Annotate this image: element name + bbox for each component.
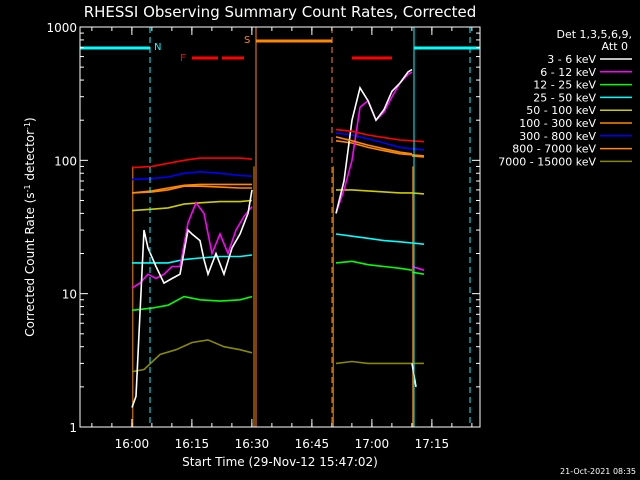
x-tick-label-1: 16:15 <box>175 437 210 451</box>
x-tick-label-5: 17:15 <box>415 437 450 451</box>
y-tick-label-3: 1000 <box>46 21 77 35</box>
legend-label-5: 100 - 300 keV <box>519 117 596 130</box>
legend-header-attenuator: Att 0 <box>602 40 628 53</box>
legend-label-0: 3 - 6 keV <box>547 53 596 66</box>
y-axis-label-sup2: -1 <box>23 122 32 130</box>
timestamp: 21-Oct-2021 08:35 <box>560 467 636 476</box>
x-tick-label-2: 16:30 <box>235 437 270 451</box>
series-8-segment-1 <box>335 360 412 365</box>
x-tick-label-0: 16:00 <box>115 437 150 451</box>
y-tick-label-2: 100 <box>54 154 77 168</box>
series-red-segment-0 <box>131 157 253 169</box>
y-axis-label-end: ) <box>23 117 37 122</box>
marker-layer: N S F <box>80 27 480 427</box>
y-axis-label: Corrected Count Rate (s-1 detector-1) <box>23 117 38 336</box>
legend-label-1: 6 - 12 keV <box>540 66 596 79</box>
plot-frame <box>79 26 481 428</box>
series-2-segment-0 <box>131 295 253 312</box>
series-5-segment-1 <box>335 136 413 155</box>
series-6-segment-0 <box>131 170 253 181</box>
legend-label-7: 800 - 7000 keV <box>512 143 596 156</box>
y-axis: 1 10 100 1000 <box>46 21 480 435</box>
chart-title: RHESSI Observing Summary Count Rates, Co… <box>84 3 477 21</box>
y-tick-label-1: 10 <box>62 288 77 302</box>
series-8-segment-0 <box>131 339 253 373</box>
x-tick-label-3: 16:45 <box>295 437 330 451</box>
y-axis-label-mid: detector <box>23 130 37 185</box>
series-1-segment-0 <box>131 201 253 289</box>
y-axis-label-main: Corrected Count Rate (s <box>23 192 37 336</box>
legend-label-8: 7000 - 15000 keV <box>498 155 596 168</box>
saa-flag: S <box>244 35 250 46</box>
series-4-segment-0 <box>131 199 253 212</box>
legend-label-6: 300 - 800 keV <box>519 130 596 143</box>
x-axis: 16:00 16:15 16:30 16:45 17:00 17:15 <box>91 27 473 451</box>
series-7-segment-0 <box>131 185 252 194</box>
series-0-segment-0 <box>131 189 253 408</box>
y-tick-label-0: 1 <box>69 421 77 435</box>
night-flag: N <box>154 42 161 53</box>
series-layer <box>131 68 425 427</box>
legend-label-3: 25 - 50 keV <box>533 91 596 104</box>
x-axis-label: Start Time (29-Nov-12 15:47:02) <box>182 455 378 469</box>
series-2-segment-1 <box>335 260 413 271</box>
legend-label-4: 50 - 100 keV <box>526 104 596 117</box>
y-axis-label-sup1: -1 <box>23 184 32 192</box>
series-5-segment-0 <box>131 183 252 194</box>
legend-header-detectors: Det 1,3,5,6,9, <box>556 28 632 41</box>
legend-label-2: 12 - 25 keV <box>533 79 596 92</box>
series-red-segment-1 <box>335 128 413 142</box>
flare-flag: F <box>180 53 186 64</box>
series-4-segment-1 <box>336 189 412 194</box>
x-tick-label-4: 17:00 <box>355 437 390 451</box>
series-3-segment-1 <box>335 233 413 244</box>
